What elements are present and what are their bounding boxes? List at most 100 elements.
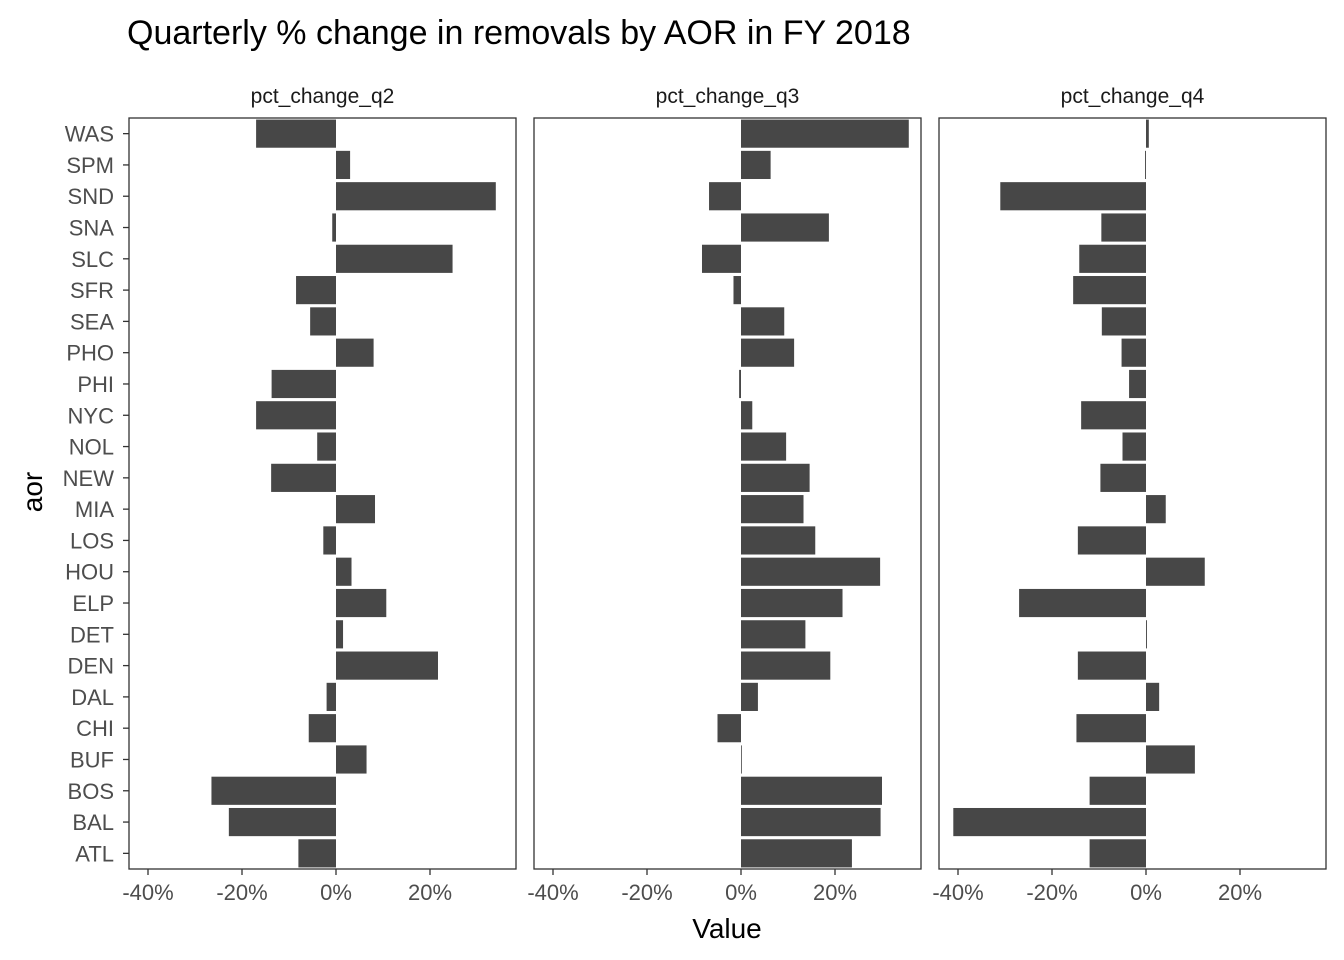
x-tick-label: 20% (813, 880, 857, 905)
y-tick-label: SPM (66, 153, 114, 178)
bar-spm (1145, 150, 1146, 180)
y-tick-label: SLC (71, 247, 114, 272)
x-tick-label: -40% (527, 880, 578, 905)
y-tick-label: MIA (75, 497, 114, 522)
bar-snd (1000, 182, 1146, 211)
bar-sna (332, 213, 336, 242)
bar-hou (741, 557, 881, 586)
panel-pct_change_q2: pct_change_q2 -40% -20% 0% 20% (122, 85, 517, 905)
y-tick-label: DEN (68, 654, 114, 679)
bar-elp (336, 588, 387, 618)
bar-slc (336, 244, 453, 273)
bar-sfr (733, 276, 741, 305)
bar-sfr (296, 276, 336, 305)
bar-buf (1146, 745, 1195, 774)
bar-slc (1079, 244, 1146, 273)
bar-spm (336, 150, 351, 180)
y-tick-label: SFR (70, 278, 114, 303)
bar-det (741, 620, 806, 649)
y-tick-label: WAS (65, 122, 114, 147)
y-tick-label: PHO (66, 341, 114, 366)
bar-hou (1146, 557, 1205, 586)
bar-sea (741, 307, 785, 336)
bar-pho (336, 338, 374, 367)
bar-den (336, 651, 438, 680)
y-tick-label: NYC (68, 403, 115, 428)
bar-bos (1089, 776, 1146, 805)
x-tick-label: -20% (621, 880, 672, 905)
bar-new (1100, 463, 1146, 492)
bar-phi (1129, 369, 1146, 399)
bar-bal (953, 807, 1146, 837)
bar-nol (1122, 432, 1146, 461)
x-axis-title: Value (692, 913, 762, 944)
panel-pct_change_q3: pct_change_q3 -40% -20% 0% 20% (527, 85, 922, 905)
y-tick-label: BOS (68, 779, 114, 804)
y-tick-label: HOU (65, 560, 114, 585)
bar-slc (701, 244, 741, 273)
x-tick-label: -40% (932, 880, 983, 905)
bar-dal (326, 682, 336, 711)
bar-chi (1076, 714, 1146, 743)
x-tick-label: -20% (1026, 880, 1077, 905)
panel-border (128, 117, 517, 870)
y-tick-label: BAL (72, 810, 114, 835)
y-tick-label: SEA (70, 309, 114, 334)
bar-phi (739, 369, 741, 399)
bar-sna (1101, 213, 1146, 242)
strip-label: pct_change_q2 (251, 85, 395, 108)
x-tick-label: 0% (1130, 880, 1162, 905)
bar-bal (228, 807, 336, 837)
bar-sea (310, 307, 336, 336)
x-tick-label: -20% (216, 880, 267, 905)
bar-los (1077, 526, 1146, 555)
bar-elp (1019, 588, 1146, 618)
bar-sfr (1073, 276, 1146, 305)
bar-bos (211, 776, 336, 805)
bar-bal (741, 807, 881, 837)
y-tick-label: BUF (70, 747, 114, 772)
y-tick-label: ELP (72, 591, 114, 616)
x-tick-label: 0% (725, 880, 757, 905)
x-tick-label: 20% (1218, 880, 1262, 905)
y-axis-title: aor (17, 472, 48, 512)
y-tick-label: SNA (69, 216, 115, 241)
strip-label: pct_change_q4 (1061, 85, 1205, 108)
bar-bos (741, 776, 882, 805)
bar-nol (317, 432, 336, 461)
strip-label: pct_change_q3 (656, 85, 800, 108)
y-tick-label: NOL (69, 435, 114, 460)
y-tick-label: PHI (77, 372, 114, 397)
bar-spm (741, 150, 771, 180)
x-tick-label: -40% (122, 880, 173, 905)
bar-hou (336, 557, 352, 586)
bar-den (741, 651, 831, 680)
y-tick-label: CHI (76, 716, 114, 741)
bar-buf (741, 745, 742, 774)
bar-mia (741, 495, 804, 524)
bar-atl (741, 839, 852, 868)
y-tick-label: SND (68, 184, 114, 209)
panel-border (938, 117, 1327, 870)
chart-title: Quarterly % change in removals by AOR in… (127, 14, 911, 52)
bar-chi (308, 714, 336, 743)
y-tick-label: DAL (71, 685, 114, 710)
y-axis: WAS SPM SND SNA SLC SFR SEA PHO PHI NYC NOL NEW MIA L… (63, 122, 129, 866)
bar-dal (741, 682, 758, 711)
facet-panels: pct_change_q2 -40% -20% 0% 20% pct_change_q3 -… (63, 85, 1327, 905)
bar-pho (741, 338, 795, 367)
bar-was (256, 119, 336, 148)
bar-new (741, 463, 810, 492)
bar-nol (741, 432, 787, 461)
bar-elp (741, 588, 843, 618)
panel-border (533, 117, 922, 870)
y-tick-label: DET (70, 622, 114, 647)
bar-was (741, 119, 909, 148)
bar-atl (1089, 839, 1146, 868)
bar-mia (1146, 495, 1166, 524)
bar-new (271, 463, 336, 492)
bar-nyc (1081, 401, 1146, 430)
bar-was (1146, 119, 1149, 148)
